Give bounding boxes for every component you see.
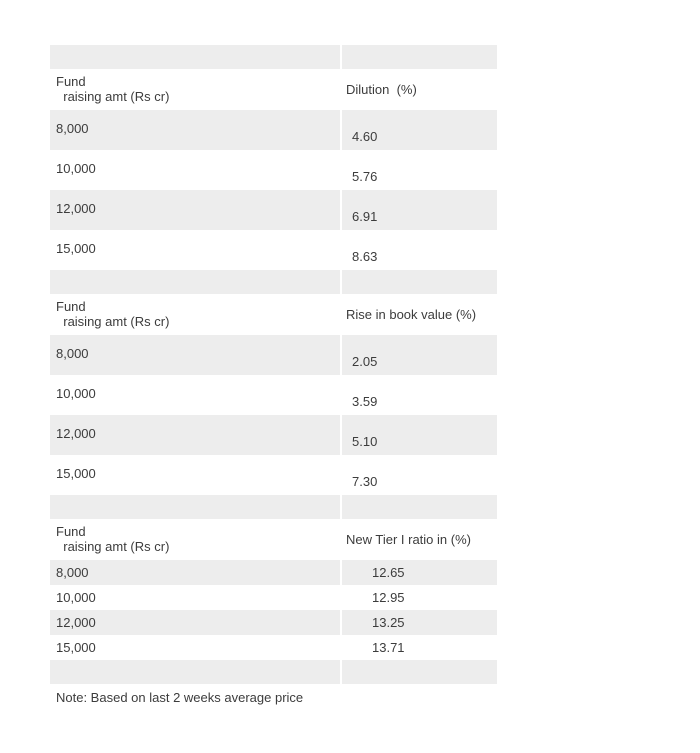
cell-fund-amount: 8,000 <box>50 335 340 375</box>
cell-fund-amount: 12,000 <box>50 190 340 230</box>
cell-metric-value: 5.10 <box>342 415 497 455</box>
spacer-row <box>50 660 497 684</box>
spacer-cell <box>50 495 340 519</box>
table-row: 10,000 12.95 <box>50 585 497 610</box>
table-row: 8,000 12.65 <box>50 560 497 585</box>
spacer-cell <box>342 495 497 519</box>
cell-fund-amount: 15,000 <box>56 241 96 256</box>
column-header-rise-in-book-value: Rise in book value (%) <box>346 307 477 322</box>
table-row: 12,000 6.91 <box>50 190 497 230</box>
column-header-fund-raising-amt: Fund raising amt (Rs cr) <box>56 74 170 104</box>
cell-metric-value: 7.30 <box>352 474 378 489</box>
cell-fund-amount: 15,000 <box>56 466 96 481</box>
spacer-cell <box>50 45 340 69</box>
spacer-cell <box>342 45 497 69</box>
table-row: 12,000 5.10 <box>50 415 497 455</box>
table-header-row-tier1-ratio: Fund raising amt (Rs cr) New Tier I rati… <box>50 519 497 560</box>
column-header-dilution: Dilution (%) <box>346 82 417 97</box>
column-header-new-tier1-ratio: New Tier I ratio in (%) <box>346 532 471 547</box>
cell-fund-amount: 12,000 <box>50 415 340 455</box>
cell-metric-value: 13.71 <box>372 640 405 655</box>
cell-metric-value: 6.91 <box>342 190 497 230</box>
spacer-row <box>50 270 497 294</box>
note-text: Note: Based on last 2 weeks average pric… <box>56 690 304 705</box>
spacer-cell <box>50 270 340 294</box>
cell-fund-amount: 10,000 <box>56 161 96 176</box>
cell-metric-value: 2.05 <box>342 335 497 375</box>
table-row: 15,000 13.71 <box>50 635 497 660</box>
cell-metric-value: 12.65 <box>342 560 497 585</box>
cell-fund-amount: 8,000 <box>50 110 340 150</box>
cell-fund-amount: 10,000 <box>56 590 96 605</box>
table-row: 10,000 5.76 <box>50 150 497 190</box>
spacer-row <box>50 495 497 519</box>
table-row: 10,000 3.59 <box>50 375 497 415</box>
cell-fund-amount: 15,000 <box>56 640 96 655</box>
cell-fund-amount: 8,000 <box>50 560 340 585</box>
cell-fund-amount: 12,000 <box>50 610 340 635</box>
table-row: 15,000 8.63 <box>50 230 497 270</box>
table-header-row-dilution: Fund raising amt (Rs cr) Dilution (%) <box>50 69 497 110</box>
column-header-fund-raising-amt: Fund raising amt (Rs cr) <box>56 299 170 329</box>
column-header-fund-raising-amt: Fund raising amt (Rs cr) <box>56 524 170 554</box>
spacer-cell <box>50 660 340 684</box>
table-row: 8,000 4.60 <box>50 110 497 150</box>
fund-raising-tables: Fund raising amt (Rs cr) Dilution (%) 8,… <box>50 45 497 705</box>
cell-metric-value: 12.95 <box>372 590 405 605</box>
cell-metric-value: 5.76 <box>352 169 378 184</box>
spacer-cell <box>342 270 497 294</box>
table-row: 8,000 2.05 <box>50 335 497 375</box>
cell-metric-value: 13.25 <box>342 610 497 635</box>
cell-metric-value: 3.59 <box>352 394 378 409</box>
cell-fund-amount: 10,000 <box>56 386 96 401</box>
table-row: 15,000 7.30 <box>50 455 497 495</box>
table-row: 12,000 13.25 <box>50 610 497 635</box>
spacer-row <box>50 45 497 69</box>
cell-metric-value: 4.60 <box>342 110 497 150</box>
table-header-row-book-value: Fund raising amt (Rs cr) Rise in book va… <box>50 294 497 335</box>
spacer-cell <box>342 660 497 684</box>
cell-metric-value: 8.63 <box>352 249 378 264</box>
